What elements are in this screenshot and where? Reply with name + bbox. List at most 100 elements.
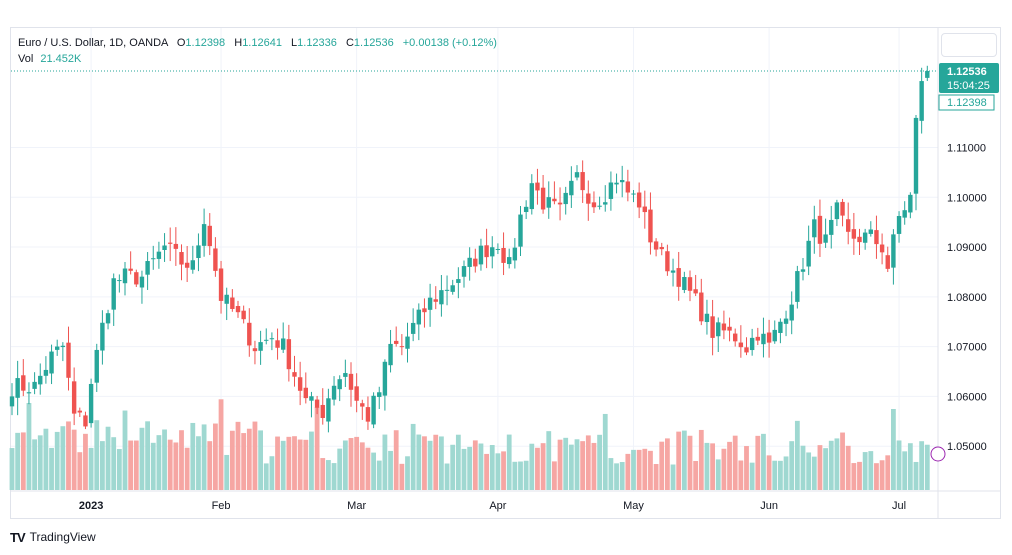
volume-bar (907, 443, 913, 490)
volume-bar (450, 444, 456, 490)
volume-bar (150, 442, 156, 490)
candle (416, 303, 421, 341)
candle (653, 238, 659, 257)
candle-body (399, 346, 405, 348)
price-tick-label: 1.07000 (947, 342, 987, 354)
volume-bar (331, 463, 337, 490)
volume-bar (845, 445, 851, 490)
candle (439, 275, 444, 317)
candle (523, 200, 529, 220)
candle (806, 225, 811, 276)
candle (450, 279, 455, 295)
candle-body (896, 216, 902, 234)
volume-bar (433, 434, 439, 490)
candle-body (580, 172, 585, 191)
candle (862, 228, 868, 250)
candle-body (326, 398, 331, 422)
candle-body (88, 383, 94, 424)
candle-body (625, 181, 631, 193)
candle-body (608, 182, 614, 199)
candle (139, 270, 145, 304)
candle-body (569, 180, 574, 196)
candle-body (597, 205, 602, 207)
candle-body (405, 336, 410, 349)
svg-text:Vol 21.452K: Vol 21.452K (18, 53, 82, 65)
candle-body (297, 377, 303, 391)
time-tick-label: Mar (347, 500, 366, 512)
candle-body (145, 261, 150, 275)
candle-body (749, 337, 755, 351)
candle (354, 373, 359, 413)
volume-bar (659, 441, 665, 490)
volume-bar (405, 456, 410, 490)
candle-body (687, 277, 693, 291)
candle-body (885, 255, 890, 269)
svg-text:Euro / U.S. Dollar, 1D, OANDA: Euro / U.S. Dollar, 1D, OANDA O1.12398 H… (18, 37, 497, 49)
volume-bar (761, 433, 766, 490)
volume-bar (422, 436, 427, 490)
candle-body (173, 243, 179, 249)
volume-bar (478, 443, 484, 490)
candle-body (846, 219, 851, 232)
price-tick-label: 1.05000 (947, 441, 987, 453)
volume-bar (54, 431, 60, 490)
volume-bar (376, 460, 382, 490)
volume-bar (840, 432, 845, 490)
candle-body (292, 372, 297, 377)
volume-bar (704, 442, 710, 490)
candle-body (32, 381, 37, 389)
candle-body (620, 180, 625, 183)
volume-bar (26, 403, 32, 490)
candle-body (427, 297, 433, 310)
volume-bar (83, 433, 88, 490)
candle (908, 192, 913, 219)
candle-body (247, 322, 252, 346)
candle (269, 332, 275, 351)
candle (456, 267, 461, 299)
candle (405, 322, 410, 363)
volume-bar (455, 434, 461, 490)
candle-body (218, 268, 224, 301)
volume-bar (100, 441, 105, 490)
volume-bar (241, 433, 247, 490)
candle (473, 248, 478, 273)
candle-body (772, 329, 777, 342)
candle-body (258, 342, 263, 351)
volume-bar (207, 441, 213, 490)
candle-body (676, 268, 681, 287)
price-tick-label: 1.09000 (947, 242, 987, 254)
time-tick-label: Jul (892, 500, 906, 512)
change-value: +0.00138 (+0.12%) (403, 37, 497, 49)
volume-bar (636, 449, 642, 490)
chart-frame[interactable] (10, 27, 1001, 519)
candle-body (9, 396, 15, 407)
volume-bar (518, 461, 523, 490)
volume-bar (721, 448, 727, 490)
volume-bar (896, 440, 902, 490)
candle-body (744, 347, 749, 353)
candle-body (552, 198, 557, 202)
volume-bar (66, 421, 71, 490)
volume-bar (342, 440, 348, 490)
candle (32, 372, 37, 395)
candle (874, 215, 879, 259)
volume-bar (20, 432, 26, 490)
volume-bar (484, 453, 489, 490)
candle-body (891, 234, 896, 268)
volume-bar (297, 439, 303, 490)
candle (642, 190, 647, 229)
candle-body (766, 332, 772, 343)
scale-settings-button[interactable] (941, 33, 997, 57)
volume-bar (857, 461, 862, 490)
candle-body (49, 351, 54, 374)
candle (631, 189, 636, 203)
candle (360, 399, 365, 420)
candle (913, 114, 919, 211)
volume-bar (631, 449, 636, 490)
candle (608, 171, 614, 211)
candle (26, 382, 32, 405)
candle (184, 246, 190, 283)
candle (535, 168, 540, 205)
time-tick-label: Feb (212, 500, 231, 512)
